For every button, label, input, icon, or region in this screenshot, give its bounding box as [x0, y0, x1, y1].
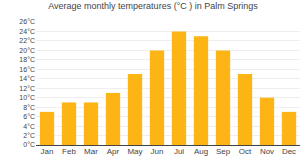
svg-text:Nov: Nov	[260, 147, 274, 156]
svg-text:18°C: 18°C	[19, 56, 35, 63]
svg-text:16°C: 16°C	[19, 66, 35, 73]
svg-text:Dec: Dec	[282, 147, 296, 156]
svg-text:8°C: 8°C	[23, 104, 35, 111]
svg-text:Jul: Jul	[174, 147, 184, 156]
svg-text:14°C: 14°C	[19, 75, 35, 82]
svg-text:4°C: 4°C	[23, 123, 35, 130]
svg-text:Oct: Oct	[239, 147, 252, 156]
svg-text:0°C: 0°C	[23, 141, 35, 148]
svg-text:May: May	[127, 147, 142, 156]
svg-text:Sep: Sep	[216, 147, 231, 156]
svg-text:Mar: Mar	[84, 147, 98, 156]
svg-text:Apr: Apr	[107, 147, 120, 156]
svg-text:Feb: Feb	[62, 147, 76, 156]
svg-text:Aug: Aug	[194, 147, 208, 156]
svg-text:20°C: 20°C	[19, 47, 35, 54]
svg-text:10°C: 10°C	[19, 94, 35, 101]
svg-text:6°C: 6°C	[23, 113, 35, 120]
svg-text:Jun: Jun	[151, 147, 164, 156]
svg-text:Jan: Jan	[41, 147, 54, 156]
svg-text:12°C: 12°C	[19, 85, 35, 92]
svg-text:2°C: 2°C	[23, 132, 35, 139]
svg-text:26°C: 26°C	[19, 18, 35, 25]
svg-text:24°C: 24°C	[19, 28, 35, 35]
svg-text:Average monthly temperatures (: Average monthly temperatures (°C ) in Pa…	[48, 1, 258, 11]
svg-text:22°C: 22°C	[19, 37, 35, 44]
